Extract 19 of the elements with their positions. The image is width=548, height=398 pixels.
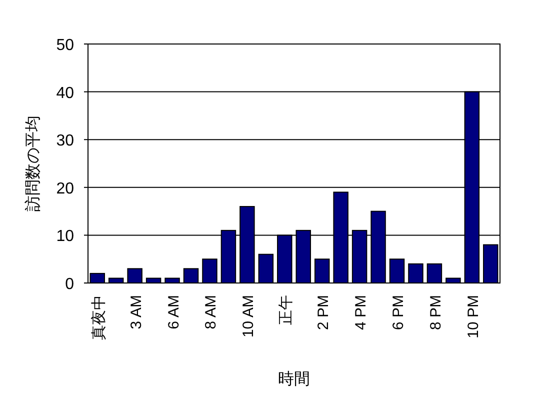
x-tick-label: 真夜中 — [90, 295, 108, 340]
x-tick-label: 10 AM — [240, 295, 258, 338]
x-tick-label: 6 PM — [390, 295, 407, 330]
x-tick-label: 正午 — [278, 295, 295, 325]
x-tick-label: 4 PM — [352, 295, 370, 330]
y-tick-label: 30 — [56, 132, 74, 150]
y-axis-title: 訪問数の平均 — [24, 116, 42, 212]
x-tick-label: 10 PM — [464, 295, 482, 338]
y-tick-label: 10 — [56, 228, 74, 246]
x-tick-label: 3 AM — [128, 295, 145, 330]
x-tick-label: 8 PM — [427, 295, 444, 330]
y-tick-label: 50 — [56, 37, 74, 54]
y-tick-label: 0 — [65, 276, 74, 293]
x-axis-title: 時間 — [278, 370, 310, 388]
y-tick-label: 40 — [56, 84, 74, 102]
x-tick-label: 8 AM — [202, 295, 220, 330]
y-tick-label: 20 — [56, 180, 74, 198]
x-tick-label: 6 AM — [165, 295, 182, 330]
x-tick-label: 2 PM — [315, 295, 332, 330]
